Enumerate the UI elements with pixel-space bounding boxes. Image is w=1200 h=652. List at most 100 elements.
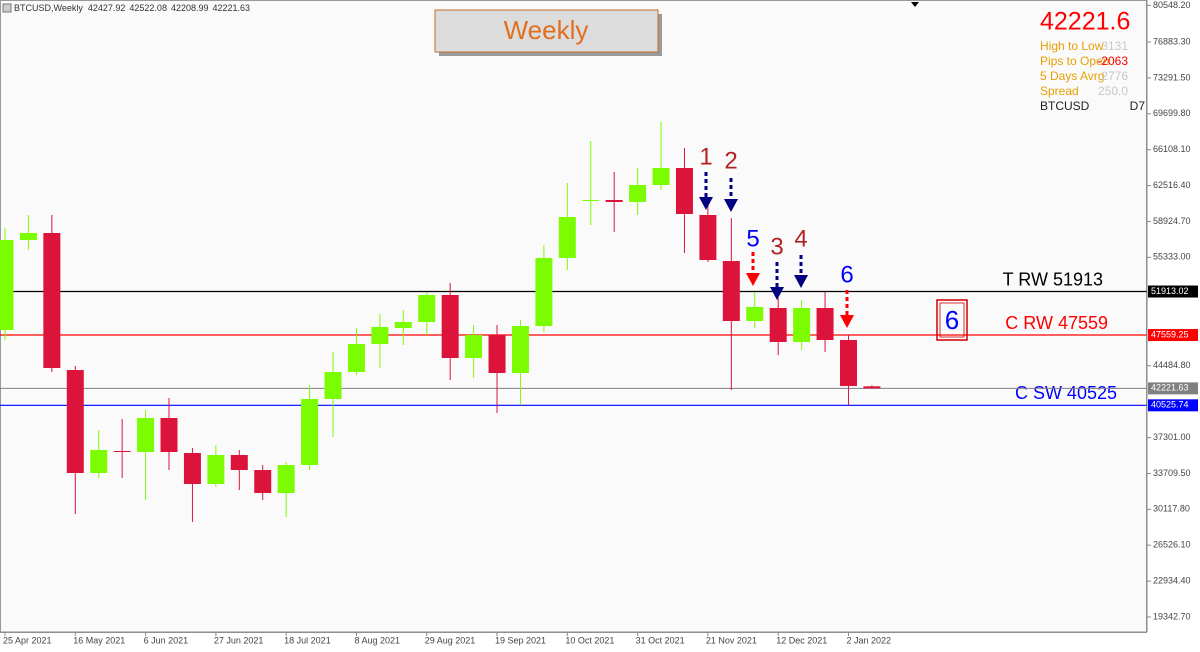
annotation-text: 2 (724, 147, 737, 174)
candle-body (66, 370, 84, 474)
level-tag (1148, 329, 1198, 342)
signal-box-inner (939, 302, 965, 338)
y-tick-label: 26526.10 (1153, 540, 1191, 550)
y-tick-label: 66108.10 (1153, 144, 1191, 154)
overlay-layer: BTCUSD,Weekly 42427.92 42522.08 42208.99 422… (2, 2, 1146, 341)
info-symbol: BTCUSD (1040, 99, 1090, 113)
candle-body (207, 455, 225, 485)
candle-body (722, 260, 740, 322)
header-low: 42208.99 (171, 3, 209, 13)
info-value: -2063 (1097, 54, 1128, 68)
candle-body (465, 334, 483, 359)
level-tag (1148, 285, 1198, 298)
candle-body (183, 453, 201, 485)
header-icon (2, 3, 12, 13)
candle-body (675, 168, 693, 215)
y-tick-label: 33709.50 (1153, 468, 1191, 478)
candle-body (535, 258, 553, 327)
level-tag-label: 51913.02 (1151, 286, 1189, 296)
annotation-arrowhead (746, 273, 760, 286)
info-value: 2776 (1101, 69, 1128, 83)
level-layer: T RW 51913 C RW 47559 C SW 40525 (0, 269, 1147, 406)
shift-marker (911, 2, 919, 7)
signal-box-text: 6 (945, 305, 959, 335)
x-tick-label: 25 Apr 2021 (3, 635, 52, 645)
price-tag (1148, 382, 1198, 395)
candle-body (863, 386, 881, 389)
annotation-arrowhead (724, 199, 738, 212)
header-high: 42522.08 (129, 3, 167, 13)
header-open: 42427.92 (88, 3, 126, 13)
candle-body (137, 417, 155, 453)
candle-body (558, 216, 576, 259)
y-tick-label: 22934.40 (1153, 575, 1191, 585)
y-tick-label: 69699.80 (1153, 108, 1191, 118)
level-name: C SW 40525 (1015, 383, 1117, 403)
annotation-arrowhead (699, 197, 713, 210)
level-tag-label: 47559.25 (1151, 329, 1189, 339)
candle-body (19, 232, 37, 241)
candle-body (605, 200, 623, 202)
candle-layer (0, 122, 881, 523)
x-tick-label: 6 Jun 2021 (144, 635, 189, 645)
annotation-arrowhead (794, 275, 808, 288)
candle-body (699, 215, 717, 260)
candle-body (371, 327, 389, 345)
candle-body (769, 307, 787, 342)
annotation-text: 3 (770, 233, 783, 260)
candle-body (301, 399, 319, 466)
level-name: C RW 47559 (1005, 313, 1108, 333)
y-tick-label: 19342.70 (1153, 611, 1191, 621)
header-symbol: BTCUSD,Weekly (14, 3, 83, 13)
info-label: Pips to Open (1040, 54, 1109, 68)
level-name: T RW 51913 (1003, 269, 1103, 289)
annotation-text: 6 (840, 261, 853, 288)
y-tick-label: 44484.80 (1153, 360, 1191, 370)
info-value: 250.0 (1098, 84, 1128, 98)
y-tick-label: 62516.40 (1153, 180, 1191, 190)
level-tag (1148, 399, 1198, 412)
candle-body (277, 465, 295, 493)
annotation-text: 4 (794, 225, 807, 252)
candle-body (113, 451, 131, 453)
x-tick-label: 29 Aug 2021 (425, 635, 476, 645)
candle-body (488, 334, 506, 374)
title-box (434, 9, 659, 53)
x-tick-label: 2 Jan 2022 (846, 635, 891, 645)
x-tick-label: 31 Oct 2021 (636, 635, 685, 645)
title-box-text: Weekly (504, 15, 589, 45)
annotation-text: 5 (746, 225, 759, 252)
x-tick-label: 18 Jul 2021 (284, 635, 331, 645)
info-label: 5 Days Avrg (1040, 69, 1104, 83)
signal-box (936, 299, 968, 341)
candle-body (652, 168, 670, 186)
level-tag-label: 40525.74 (1151, 400, 1189, 410)
annotation-arrowhead (770, 287, 784, 300)
candle-body (582, 200, 600, 202)
x-tick-label: 8 Aug 2021 (354, 635, 400, 645)
candle-body (43, 232, 61, 369)
x-tick-label: 16 May 2021 (73, 635, 125, 645)
price-tag-label: 42221.63 (1151, 383, 1189, 393)
x-tick-label: 19 Sep 2021 (495, 635, 546, 645)
info-timeframe: D7 (1130, 99, 1146, 113)
candle-body (394, 322, 412, 329)
candle-body (418, 295, 436, 323)
candle-body (793, 307, 811, 342)
y-tick-label: 76883.30 (1153, 36, 1191, 46)
info-label: Spread (1040, 84, 1079, 98)
y-tick-label: 30117.80 (1153, 504, 1190, 514)
candle-body (441, 295, 459, 359)
plot-frame (0, 0, 1147, 633)
header: BTCUSD,Weekly 42427.92 42522.08 42208.99 422… (14, 3, 250, 13)
x-tick-label: 27 Jun 2021 (214, 635, 264, 645)
candle-body (746, 306, 764, 322)
candle-body (160, 417, 178, 453)
annotation-text: 1 (699, 143, 712, 170)
x-tick-label: 12 Dec 2021 (776, 635, 827, 645)
info-price: 42221.6 (1040, 8, 1130, 36)
y-tick-label: 58924.70 (1153, 216, 1191, 226)
y-tick-label: 80548.20 (1153, 0, 1191, 10)
